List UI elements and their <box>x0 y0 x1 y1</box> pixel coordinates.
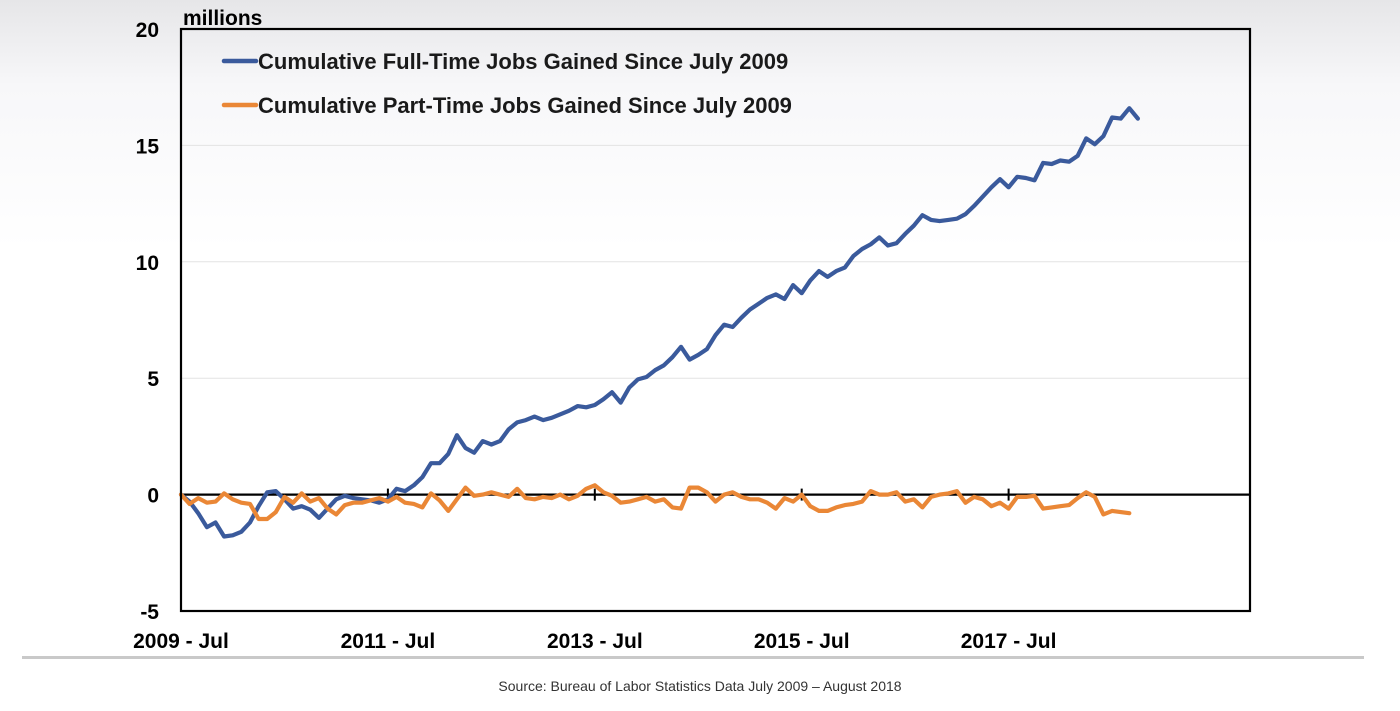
series-line-full-time <box>178 106 1141 539</box>
series-lines <box>178 106 1141 539</box>
plot-area-frame <box>179 27 1252 613</box>
y-tick-label: -5 <box>140 601 159 624</box>
y-tick-label: 20 <box>136 19 159 42</box>
y-axis-ticks: -5 0 5 10 15 20 <box>136 19 160 624</box>
x-tick-label: 2009 - Jul <box>133 630 229 653</box>
x-tick-label: 2017 - Jul <box>961 630 1057 653</box>
y-tick-label: 0 <box>147 485 159 508</box>
y-tick-label: 5 <box>147 368 159 391</box>
footer-divider <box>22 656 1364 659</box>
x-tick-label: 2011 - Jul <box>341 630 436 653</box>
legend: Cumulative Full-Time Jobs Gained Since J… <box>221 49 792 118</box>
gridlines <box>181 144 1250 379</box>
series-line-part-time <box>178 483 1132 522</box>
legend-label-part-time: Cumulative Part-Time Jobs Gained Since J… <box>258 93 792 118</box>
source-note: Source: Bureau of Labor Statistics Data … <box>498 678 902 694</box>
legend-label-full-time: Cumulative Full-Time Jobs Gained Since J… <box>258 49 788 74</box>
y-tick-label: 15 <box>136 135 160 158</box>
x-tick-label: 2015 - Jul <box>754 630 850 653</box>
y-tick-label: 10 <box>136 252 159 275</box>
x-tick-label: 2013 - Jul <box>547 630 643 653</box>
y-axis-unit-label: millions <box>183 7 262 30</box>
x-axis-ticks: 2009 - Jul 2011 - Jul 2013 - Jul 2015 - Jul… <box>133 488 1057 653</box>
